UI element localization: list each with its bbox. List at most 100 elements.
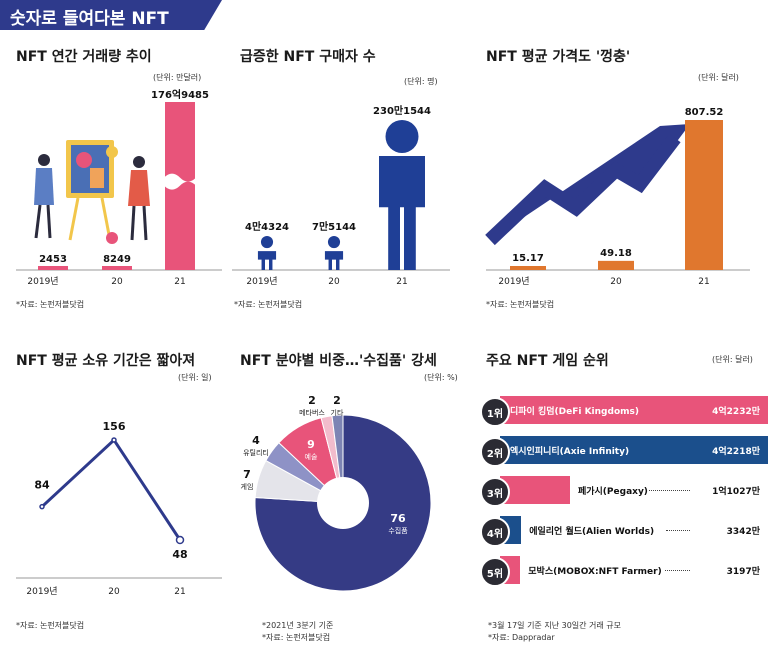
bar-value-label: 176억9485 (151, 89, 209, 101)
x-tick-label: 2019년 (498, 276, 529, 287)
panel2-source: *자료: 논펀저블닷컴 (234, 300, 303, 309)
slice-value-label: 2 (333, 394, 341, 407)
slice-name-label: 수집품 (388, 526, 408, 535)
panel3-title: NFT 평균 가격도 '껑충' (486, 49, 631, 65)
bar-value-label: 49.18 (600, 248, 632, 259)
bar-value-label: 7만5144 (312, 220, 356, 233)
leader-dots (664, 570, 690, 571)
slice-name-label: 기타 (331, 408, 344, 417)
slice-name-label: 게임 (241, 482, 254, 491)
x-tick-label: 21 (174, 277, 185, 287)
row-value-label: 3342만 (726, 527, 760, 537)
panel6-source: *자료: Dappradar (488, 633, 555, 642)
header-banner: 숫자로 들여다본 NFT (0, 0, 222, 30)
bar-value-label: 4만4324 (245, 220, 289, 233)
rank-badge: 2위 (480, 437, 510, 467)
panel4-title: NFT 평균 소유 기간은 짧아져 (16, 353, 196, 369)
bar-value-label: 807.52 (685, 107, 724, 118)
row-name-label: 에일리언 월드(Alien Worlds) (529, 527, 655, 537)
bar-value-label: 230만1544 (373, 104, 431, 117)
slice-name-label: 예술 (305, 452, 318, 461)
panel1-title: NFT 연간 거래량 추이 (16, 49, 152, 65)
axis-break-mark (164, 173, 196, 190)
slice-name-label: 메타버스 (299, 408, 325, 417)
slice-value-label: 4 (252, 434, 260, 447)
slice-value-label: 76 (390, 512, 406, 525)
rank-badge: 3위 (480, 477, 510, 507)
x-tick-label: 2019년 (246, 276, 277, 287)
art-illustration-icon (34, 140, 150, 244)
panel4-source: *자료: 논펀저블닷컴 (16, 621, 85, 630)
leader-dots (649, 490, 690, 491)
point-value-label: 156 (103, 420, 126, 433)
bar (500, 436, 768, 464)
row-value-label: 1억1027만 (712, 487, 760, 497)
bar (685, 120, 723, 270)
bar (38, 266, 68, 270)
x-tick-label: 2019년 (26, 586, 57, 597)
rank-badge: 4위 (480, 517, 510, 547)
row-value-label: 4억2218만 (712, 447, 760, 457)
bar (598, 260, 634, 270)
person-icon (257, 236, 277, 270)
x-tick-label: 20 (111, 277, 123, 287)
pie-center-hole (317, 477, 369, 529)
x-tick-label: 21 (396, 277, 407, 287)
data-point (111, 437, 117, 443)
row-value-label: 4억2232만 (712, 407, 760, 417)
panel6-unit: (단위: 달러) (712, 355, 753, 364)
slice-value-label: 2 (308, 394, 316, 407)
rank-badge: 1위 (480, 397, 510, 427)
panel3-unit: (단위: 달러) (698, 73, 739, 82)
x-tick-label: 21 (174, 587, 185, 597)
x-tick-label: 2019년 (27, 276, 58, 287)
panel4-unit: (단위: 일) (178, 373, 212, 382)
bar (102, 266, 132, 270)
row-value-label: 3197만 (726, 567, 760, 577)
bar (500, 476, 570, 504)
row-name-label: 모박스(MOBOX:NFT Farmer) (528, 567, 662, 577)
bar-value-label: 15.17 (512, 253, 544, 264)
panel2-unit: (단위: 명) (404, 77, 438, 86)
leader-dots (665, 530, 690, 531)
trend-arrow-line (485, 133, 681, 246)
bar-value-label: 2453 (39, 254, 67, 265)
x-tick-label: 20 (610, 277, 622, 287)
panel5-unit: (단위: %) (424, 373, 458, 382)
point-value-label: 48 (172, 548, 187, 561)
row-name-label: 엑시인피니티(Axie Infinity) (510, 447, 630, 457)
rank-badge: 5위 (480, 557, 510, 587)
x-tick-label: 20 (328, 277, 340, 287)
bar-value-label: 8249 (103, 254, 131, 265)
person-icon (379, 120, 425, 270)
data-point (39, 503, 45, 510)
x-tick-label: 20 (108, 587, 120, 597)
data-point (175, 535, 185, 545)
panel5-note: *2021년 3분기 기준 (262, 621, 334, 630)
banner-title: 숫자로 들여다본 NFT (10, 9, 169, 29)
slice-value-label: 9 (307, 438, 315, 451)
slice-name-label: 유틸리티 (243, 448, 269, 457)
panel6-note: *3월 17일 기준 지난 30일간 거래 규모 (488, 621, 622, 630)
trend-arrow-icon (490, 124, 690, 240)
bar (510, 266, 546, 270)
panel6-title: 주요 NFT 게임 순위 (486, 353, 609, 369)
panel1-source: *자료: 논펀저블닷컴 (16, 300, 85, 309)
person-icon (324, 236, 344, 270)
row-name-label: 디파이 킹덤(DeFi Kingdoms) (510, 407, 639, 417)
panel1-unit: (단위: 만달러) (153, 73, 202, 82)
point-value-label: 84 (34, 479, 50, 492)
x-tick-label: 21 (698, 277, 709, 287)
slice-value-label: 7 (243, 468, 251, 481)
panel2-title: 급증한 NFT 구매자 수 (240, 49, 376, 65)
panel3-source: *자료: 논펀저블닷컴 (486, 300, 555, 309)
bar (500, 396, 768, 424)
panel5-source: *자료: 논펀저블닷컴 (262, 633, 331, 642)
row-name-label: 페가시(Pegaxy) (577, 487, 648, 497)
panel5-title: NFT 분야별 비중…'수집품' 강세 (240, 353, 437, 369)
